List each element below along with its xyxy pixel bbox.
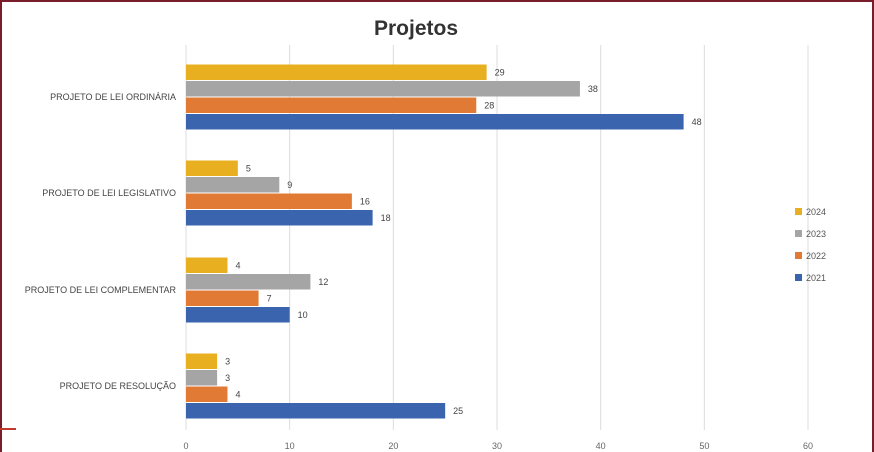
category-label: PROJETO DE LEI LEGISLATIVO	[42, 188, 176, 198]
legend-label: 2023	[806, 229, 826, 239]
bar	[186, 290, 259, 306]
x-tick-label: 50	[699, 441, 709, 451]
legend-label: 2021	[806, 273, 826, 283]
data-label: 5	[246, 163, 251, 173]
data-label: 28	[484, 100, 494, 110]
legend: 2024 2023 2022 2021	[795, 207, 826, 283]
bar	[186, 64, 487, 80]
data-label: 25	[453, 406, 463, 416]
x-tick-labels: 0 10 20 30 40 50 60	[183, 441, 813, 451]
data-label: 4	[235, 260, 240, 270]
data-label: 18	[381, 213, 391, 223]
corner-mark	[0, 428, 16, 430]
legend-label: 2024	[806, 207, 826, 217]
category-labels: PROJETO DE LEI ORDINÁRIA PROJETO DE LEI L…	[25, 92, 177, 391]
bar	[186, 370, 218, 386]
legend-swatch	[795, 252, 802, 259]
data-label: 29	[495, 67, 505, 77]
chart-title: Projetos	[374, 17, 458, 40]
data-label: 7	[267, 293, 272, 303]
bars	[186, 64, 684, 419]
x-tick-label: 30	[492, 441, 502, 451]
x-tick-label: 20	[388, 441, 398, 451]
bar	[186, 403, 446, 419]
data-label: 48	[692, 117, 702, 127]
category-label: PROJETO DE LEI COMPLEMENTAR	[25, 285, 177, 295]
data-label: 38	[588, 84, 598, 94]
x-tick-label: 10	[285, 441, 295, 451]
bar	[186, 210, 373, 226]
bar	[186, 193, 352, 209]
data-label: 3	[225, 373, 230, 383]
data-label: 10	[298, 310, 308, 320]
bar	[186, 257, 228, 273]
x-tick-label: 60	[803, 441, 813, 451]
bar	[186, 386, 228, 402]
bar	[186, 81, 580, 97]
legend-label: 2022	[806, 251, 826, 261]
legend-swatch	[795, 208, 802, 215]
data-label: 9	[287, 180, 292, 190]
data-label: 12	[318, 277, 328, 287]
bar	[186, 177, 280, 193]
category-label: PROJETO DE RESOLUÇÃO	[60, 381, 176, 391]
bar	[186, 114, 684, 130]
legend-swatch	[795, 230, 802, 237]
data-label: 16	[360, 196, 370, 206]
bar	[186, 160, 238, 176]
bar	[186, 97, 477, 113]
bar	[186, 307, 290, 323]
category-label: PROJETO DE LEI ORDINÁRIA	[50, 92, 176, 102]
x-tick-label: 0	[183, 441, 188, 451]
data-label: 3	[225, 356, 230, 366]
bar	[186, 353, 218, 369]
x-tick-label: 40	[596, 441, 606, 451]
data-label: 4	[235, 389, 240, 399]
bar	[186, 274, 311, 290]
legend-swatch	[795, 274, 802, 281]
